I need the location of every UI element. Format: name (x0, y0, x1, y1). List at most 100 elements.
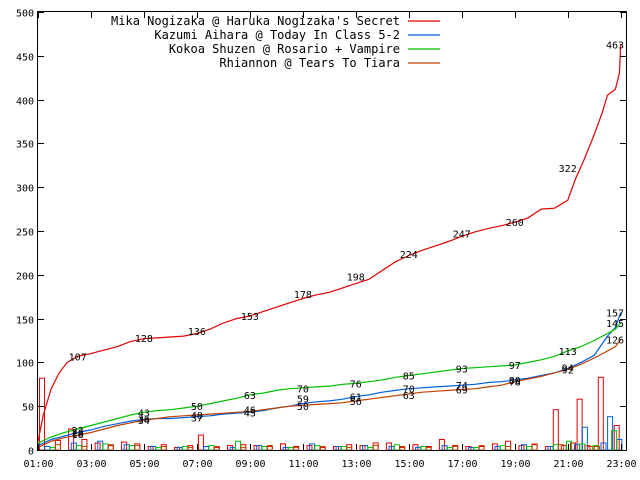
hourly-bar (293, 446, 300, 451)
hourly-bar (452, 446, 459, 451)
data-label: 97 (509, 361, 521, 372)
y-tick-label: 450 (16, 53, 34, 64)
data-label: 157 (606, 309, 624, 320)
hourly-bar (261, 446, 268, 451)
hourly-bar (129, 445, 135, 451)
data-label: 94 (562, 364, 574, 375)
series-line (37, 339, 622, 448)
data-label: 107 (69, 352, 87, 363)
data-label: 63 (403, 391, 415, 402)
y-tick-label: 350 (16, 140, 34, 151)
hourly-bar (49, 446, 56, 451)
hourly-bar (240, 446, 247, 451)
data-label: 70 (403, 385, 415, 396)
data-label: 145 (606, 319, 624, 330)
hourly-bar (160, 446, 167, 451)
data-label: 50 (297, 402, 309, 413)
data-label: 43 (138, 408, 150, 419)
y-tick-label: 50 (22, 403, 34, 414)
x-tick-label: 21:00 (553, 459, 583, 470)
hourly-bar (372, 445, 379, 451)
x-tick-label: 09:00 (235, 459, 265, 470)
hourly-bar (478, 446, 485, 451)
hourly-bar (81, 446, 88, 451)
hourly-bar (505, 440, 512, 451)
hourly-bar (372, 442, 379, 451)
hourly-bar (187, 446, 194, 451)
data-label: 69 (456, 386, 468, 397)
hourly-bar (526, 446, 533, 451)
data-label: 59 (297, 394, 309, 405)
data-label: 128 (135, 334, 153, 345)
hourly-bar (346, 446, 353, 451)
hourly-bar (54, 439, 61, 451)
data-label: 56 (350, 397, 362, 408)
hourly-bar (197, 434, 204, 451)
y-tick-label: 150 (16, 316, 34, 327)
hourly-bar (552, 409, 559, 451)
hourly-bar (107, 445, 114, 451)
plot-frame (37, 11, 627, 451)
x-tick-label: 19:00 (500, 459, 530, 470)
data-label: 40 (191, 411, 203, 422)
x-tick-label: 07:00 (182, 459, 212, 470)
data-label: 260 (506, 218, 524, 229)
hourly-bar (76, 445, 83, 451)
series-line (37, 312, 622, 447)
x-tick-label: 23:00 (606, 459, 636, 470)
data-label: 70 (297, 385, 309, 396)
data-label: 37 (191, 414, 203, 425)
data-label: 136 (188, 327, 206, 338)
y-axis: 0 50 100 150 200 250 300 350 400 450 500 (16, 9, 626, 458)
data-label: 247 (453, 230, 471, 241)
hourly-bar (102, 443, 109, 451)
data-label: 23 (72, 426, 84, 437)
hourly-bar (314, 445, 321, 451)
y-tick-label: 250 (16, 228, 34, 239)
data-label: 78 (509, 378, 521, 389)
data-label: 322 (559, 164, 577, 175)
hourly-bar (155, 446, 162, 451)
x-tick-label: 13:00 (341, 459, 371, 470)
hourly-bar (597, 376, 604, 451)
hourly-bar (182, 446, 188, 451)
x-tick-label: 17:00 (447, 459, 477, 470)
data-label: 178 (294, 290, 312, 301)
data-label: 63 (244, 391, 256, 402)
y-tick-label: 0 (28, 447, 34, 458)
data-label: 36 (138, 415, 150, 426)
x-axis: 01:00 03:00 05:00 07:00 09:00 11:00 13:00 15:00… (23, 12, 637, 470)
hourly-bar (235, 440, 241, 451)
data-label: 463 (606, 40, 624, 51)
hourly-bar (552, 444, 559, 451)
data-label: 43 (244, 408, 256, 419)
y-tick-label: 400 (16, 97, 34, 108)
series-line (37, 44, 622, 442)
hourly-bars (39, 376, 623, 451)
legend-label: Mika Nogizaka @ Haruka Nogizaka's Secret (111, 14, 400, 28)
hourly-bar (499, 445, 506, 451)
data-label: 198 (347, 273, 365, 284)
data-label: 18 (72, 430, 84, 441)
legend-label: Rhiannon @ Tears To Tiara (219, 56, 400, 70)
data-label: 153 (241, 312, 259, 323)
hourly-bar (367, 446, 374, 451)
legend-label: Kokoa Shuzen @ Rosario + Vampire (169, 42, 400, 56)
hourly-bar (531, 444, 538, 451)
hourly-bar (134, 443, 141, 451)
x-tick-label: 15:00 (394, 459, 424, 470)
hourly-bar (134, 445, 141, 451)
hourly-bar (393, 444, 400, 451)
hourly-bar (473, 446, 480, 451)
hourly-bar (425, 446, 432, 451)
data-label: 85 (403, 372, 415, 383)
hourly-bar (160, 444, 167, 451)
x-tick-label: 05:00 (129, 459, 159, 470)
y-tick-label: 200 (16, 272, 34, 283)
data-label: 20 (72, 429, 84, 440)
hourly-bar (203, 446, 210, 451)
hourly-bar (266, 446, 273, 451)
hourly-bar (340, 446, 347, 451)
hourly-bar (287, 446, 294, 451)
